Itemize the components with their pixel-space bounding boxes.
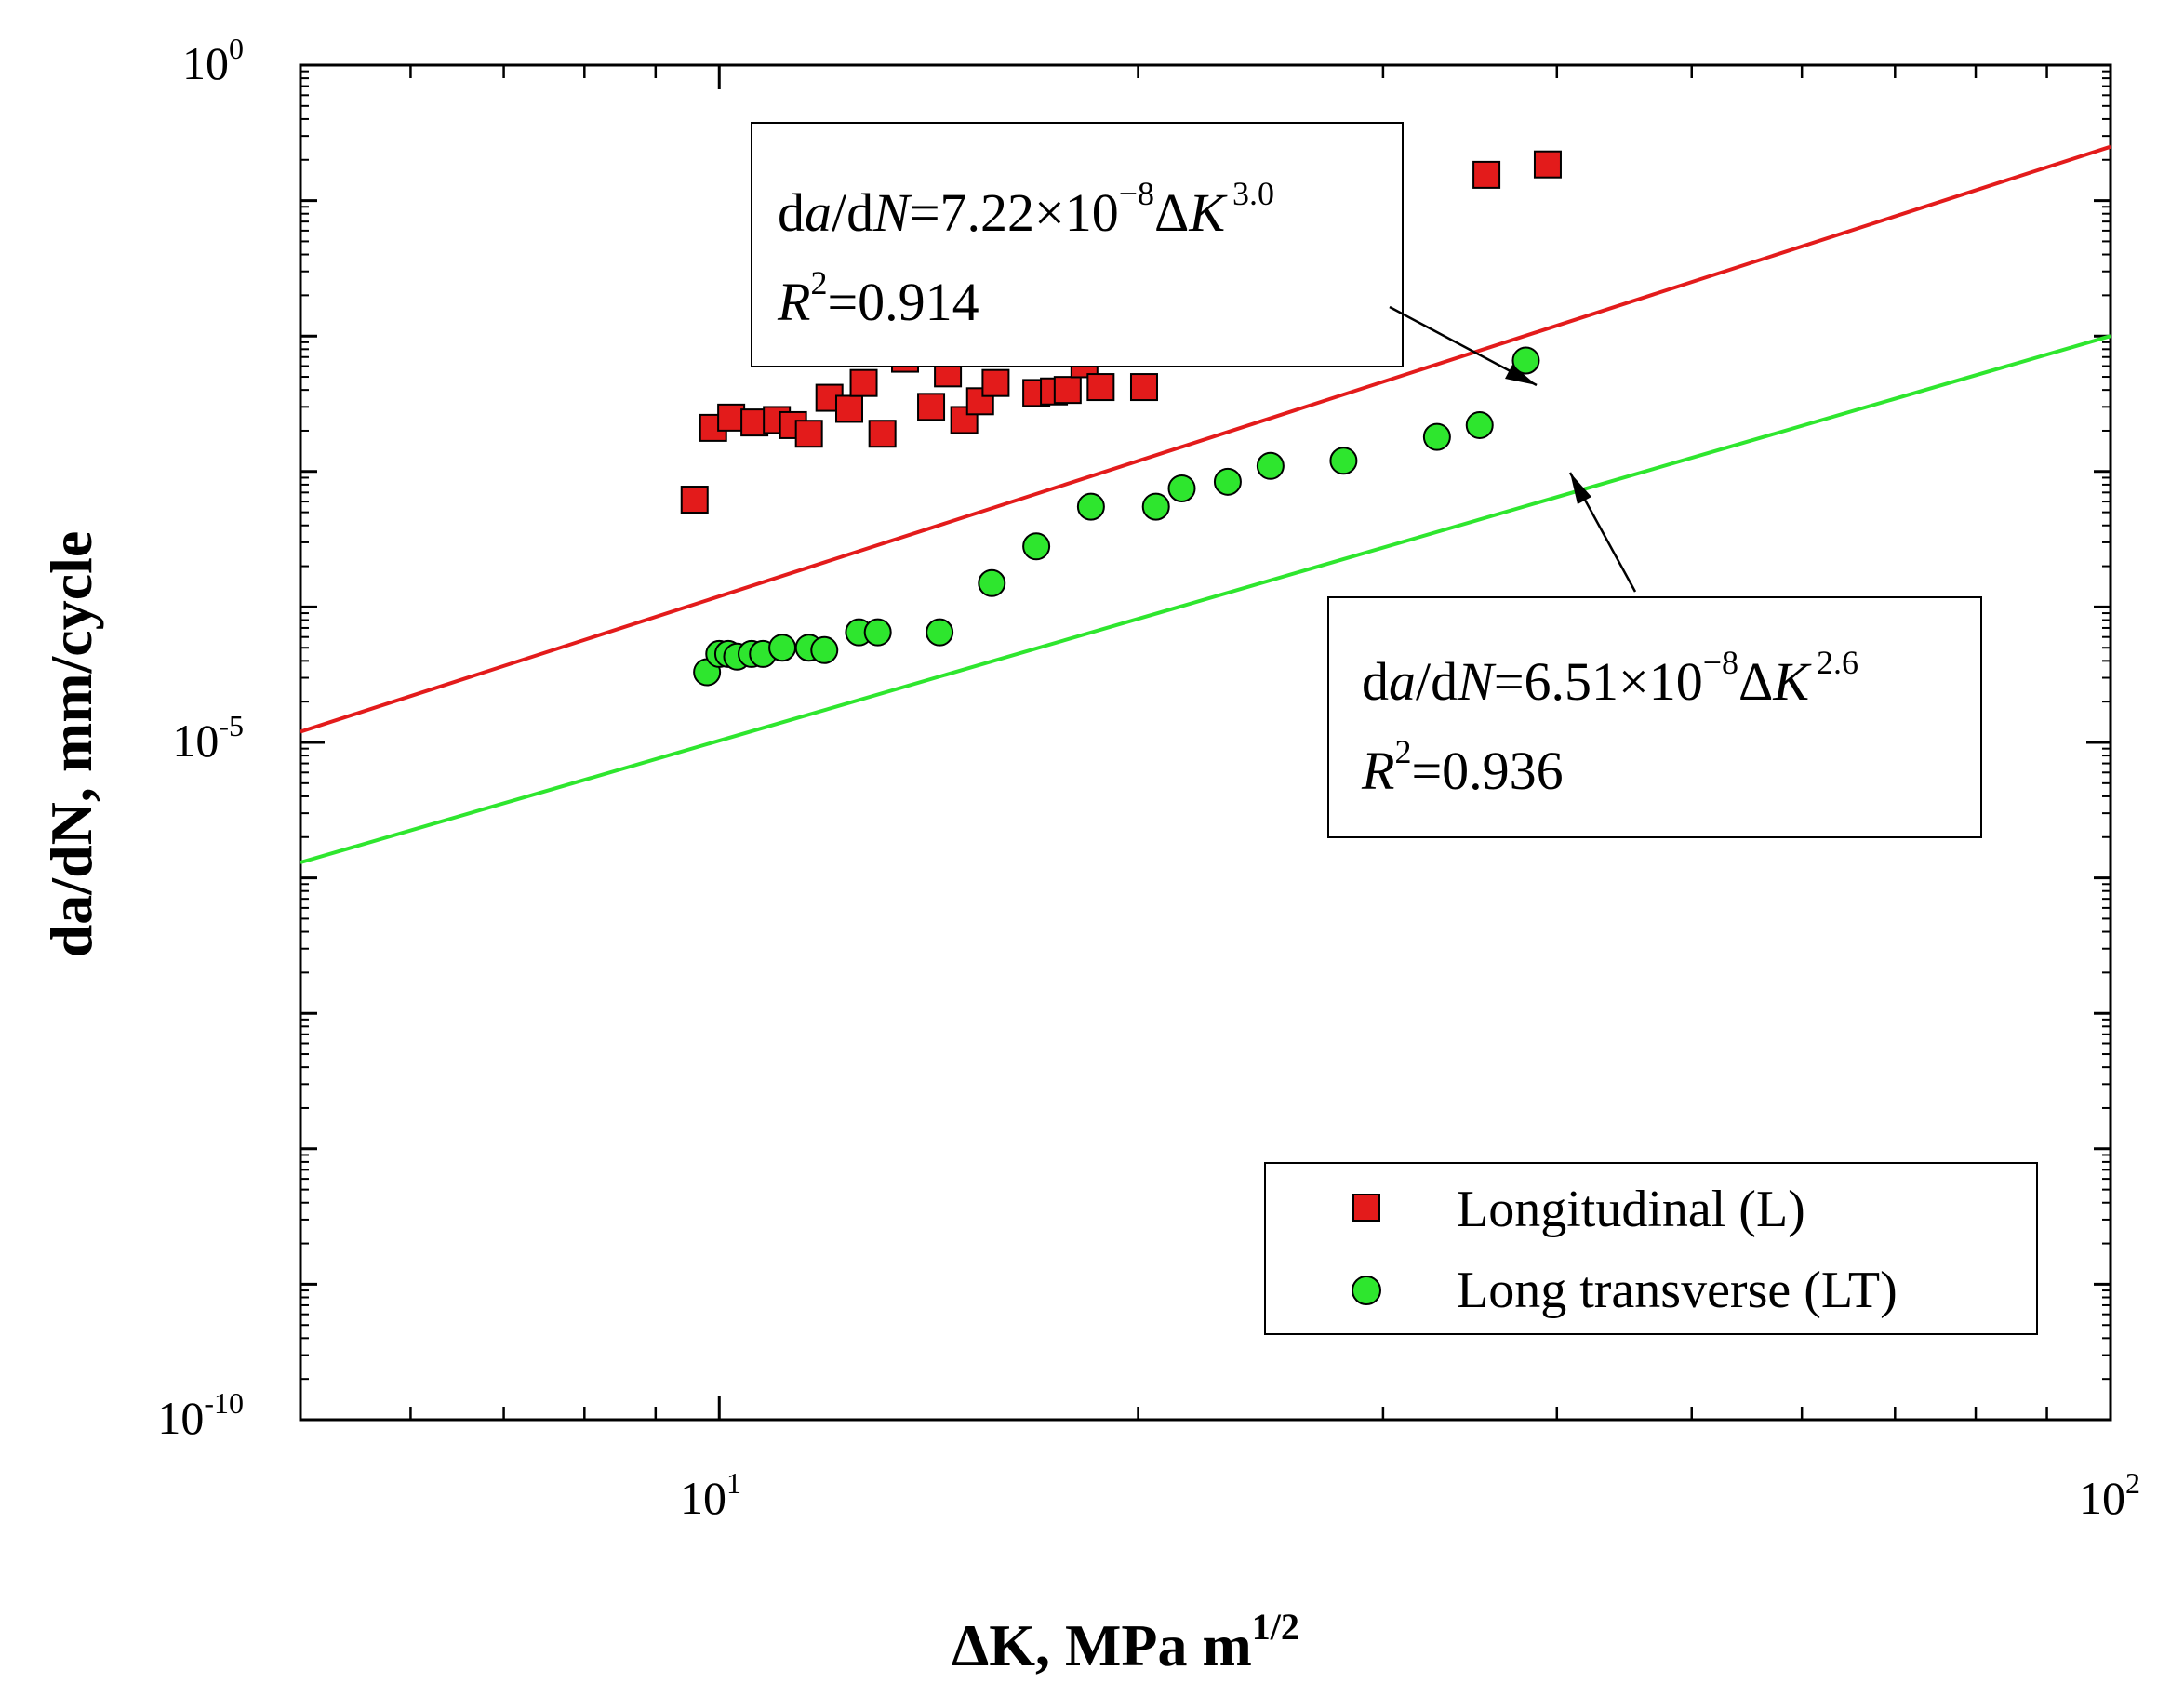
- fit-line-long-transverse: [300, 334, 2111, 864]
- axis-ticks: [300, 63, 2112, 1422]
- y-tick-label-1e0: 100: [182, 32, 244, 89]
- legend-marker-circle: [1352, 1276, 1381, 1305]
- data-point-longitudinal: [1129, 373, 1158, 402]
- data-point-longitudinal: [868, 420, 897, 448]
- data-point-long-transverse: [1213, 467, 1242, 496]
- data-point-long-transverse: [1256, 451, 1285, 480]
- x-tick-label-10: 101: [680, 1466, 741, 1524]
- fit-equation-long-transverse: da/dN=6.51×10−8ΔK 2.6: [1362, 644, 1858, 712]
- legend: Longitudinal (L) Long transverse (LT): [1264, 1162, 2038, 1335]
- annotation-longitudinal-fit: da/dN=7.22×10−8ΔK 3.0 R2=0.914: [751, 122, 1538, 387]
- data-point-long-transverse: [926, 618, 954, 647]
- x-tick-labels: 101 102: [680, 1466, 2140, 1524]
- fit-r2-long-transverse: R2=0.936: [1361, 733, 1564, 801]
- annotation-long-transverse-fit: da/dN=6.51×10−8ΔK 2.6 R2=0.936: [1327, 472, 1982, 838]
- data-point-long-transverse: [1076, 492, 1105, 521]
- data-point-long-transverse: [1167, 474, 1196, 502]
- annotation-box: [751, 122, 1404, 367]
- data-point-longitudinal: [981, 368, 1010, 397]
- data-point-long-transverse: [863, 618, 892, 647]
- data-point-longitudinal: [1533, 150, 1562, 179]
- data-point-longitudinal: [834, 394, 863, 423]
- legend-label-long-transverse: Long transverse (LT): [1457, 1262, 1898, 1319]
- data-point-longitudinal: [680, 486, 709, 514]
- data-point-longitudinal: [794, 420, 823, 448]
- fit-line-longitudinal: [300, 144, 2111, 734]
- data-point-longitudinal: [917, 393, 946, 421]
- data-point-long-transverse: [1422, 422, 1451, 451]
- data-point-long-transverse: [1511, 346, 1540, 375]
- y-tick-label-1e-10: 10-10: [157, 1386, 244, 1444]
- data-point-longitudinal: [849, 368, 878, 397]
- data-point-long-transverse: [1022, 532, 1051, 561]
- data-point-long-transverse: [1329, 447, 1358, 475]
- data-point-long-transverse: [1141, 492, 1170, 521]
- y-axis-title: da/dN, mm/cycle: [38, 531, 104, 958]
- data-point-longitudinal: [1086, 373, 1115, 402]
- fit-r2-longitudinal: R2=0.914: [777, 264, 979, 332]
- data-point-longitudinal: [1053, 376, 1082, 405]
- data-markers: [680, 150, 1562, 687]
- fit-equation-longitudinal: da/dN=7.22×10−8ΔK 3.0: [778, 175, 1274, 243]
- fit-lines: [300, 144, 2111, 864]
- legend-marker-square: [1352, 1194, 1380, 1222]
- y-tick-label-1e-5: 10-5: [172, 709, 244, 767]
- data-point-long-transverse: [810, 635, 839, 664]
- x-axis-title: ΔK, MPa m1/2: [952, 1606, 1299, 1678]
- data-point-long-transverse: [768, 634, 797, 662]
- x-tick-label-100: 102: [2079, 1466, 2140, 1524]
- data-point-longitudinal: [1472, 160, 1501, 189]
- legend-box: [1264, 1162, 2038, 1335]
- data-point-long-transverse: [1465, 410, 1494, 439]
- arrowhead-long-transverse: [1570, 473, 1591, 504]
- legend-label-longitudinal: Longitudinal (L): [1457, 1181, 1805, 1238]
- y-tick-labels: 100 10-5 10-10: [157, 32, 244, 1444]
- data-point-longitudinal: [717, 403, 746, 432]
- arrowhead-longitudinal: [1505, 365, 1537, 385]
- data-point-long-transverse: [978, 568, 1006, 597]
- annotation-box: [1327, 596, 1982, 838]
